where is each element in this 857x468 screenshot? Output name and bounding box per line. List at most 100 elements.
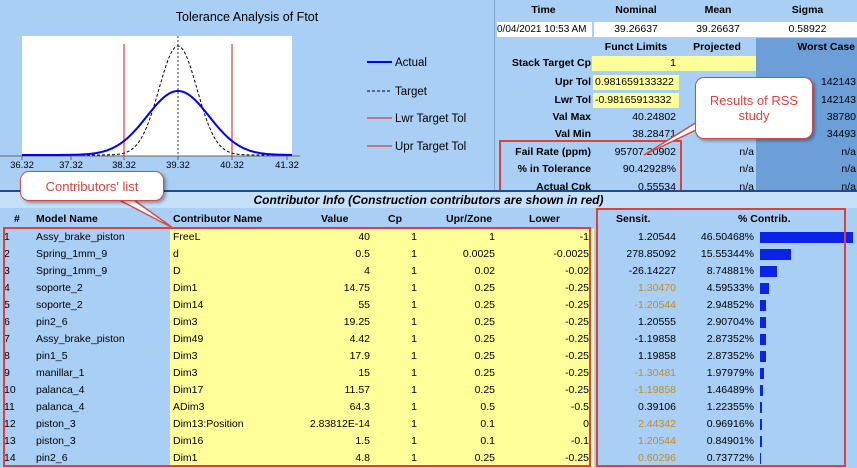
contributor-cp[interactable]: 1 [411,299,417,311]
contributor-lower[interactable]: -0.1 [570,435,589,447]
contributor-value[interactable]: 14.75 [343,282,370,294]
contributor-row[interactable]: 4 soporte_2 Dim1 14.75 1 0.25 -0.25 1.30470 4.59… [0,280,857,297]
contributor-cp[interactable]: 1 [411,350,417,362]
contributor-name[interactable]: d [173,248,179,260]
contributor-upr-zone[interactable]: 0.25 [474,333,495,345]
contributor-value[interactable]: 55 [358,299,370,311]
contributor-upr-zone[interactable]: 0.1 [480,435,495,447]
contributor-lower[interactable]: 0 [583,418,589,430]
contributor-name[interactable]: Dim13:Position [173,418,244,430]
contributor-row[interactable]: 6 pin2_6 Dim3 19.25 1 0.25 -0.25 1.20555 2.90704… [0,314,857,331]
contributor-name[interactable]: Dim3 [173,316,198,328]
contributor-cp[interactable]: 1 [411,452,417,464]
contributor-lower[interactable]: -0.25 [565,299,589,311]
tolerance-chart: Tolerance Analysis of Ftot 36.32 37.32 38.… [0,10,466,171]
funct-limit-value[interactable]: -0.98165913332 [593,93,679,108]
contributor-cp[interactable]: 1 [411,401,417,413]
contributor-lower[interactable]: -0.25 [565,350,589,362]
contributor-row[interactable]: 13 piston_3 Dim16 1.5 1 0.1 -0.1 1.20544 0.84901… [0,433,857,450]
contributor-row[interactable]: 5 soporte_2 Dim14 55 1 0.25 -0.25 -1.20544 2.948… [0,297,857,314]
contributor-upr-zone[interactable]: 1 [489,231,495,243]
contributor-cp[interactable]: 1 [411,333,417,345]
contributor-row[interactable]: 2 Spring_1mm_9 d 0.5 1 0.0025 -0.0025 278.85092… [0,246,857,263]
contributor-value[interactable]: 4.42 [349,333,370,345]
contributor-cp[interactable]: 1 [411,418,417,430]
contributor-name[interactable]: Dim3 [173,367,198,379]
contributor-row[interactable]: 3 Spring_1mm_9 D 4 1 0.02 -0.02 -26.14227 8.7488… [0,263,857,280]
contributor-lower[interactable]: -0.02 [565,265,589,277]
contributor-lower[interactable]: -0.25 [565,367,589,379]
contributor-name[interactable]: Dim49 [173,333,204,345]
contributor-lower[interactable]: -0.5 [570,401,589,413]
contributor-cp[interactable]: 1 [411,265,417,277]
worst-case-value [756,56,857,71]
contributor-value[interactable]: 4 [364,265,370,277]
worst-case-value: 34493 [826,128,856,140]
contributor-lower[interactable]: -0.0025 [553,248,589,260]
contributor-value[interactable]: 4.8 [355,452,370,464]
contributor-value[interactable]: 11.57 [344,384,371,396]
contributor-upr-zone[interactable]: 0.1 [480,418,495,430]
contributor-name[interactable]: Dim1 [173,282,198,294]
time-value: 0/04/2021 10:53 AM [497,22,592,37]
contributor-value[interactable]: 40 [358,231,370,243]
contributor-lower[interactable]: -0.25 [565,452,589,464]
contributor-name[interactable]: Dim17 [173,384,204,396]
contributor-cp[interactable]: 1 [411,435,417,447]
contributor-cp[interactable]: 1 [411,231,417,243]
contributor-upr-zone[interactable]: 0.25 [474,384,495,396]
contributor-upr-zone[interactable]: 0.25 [474,282,495,294]
contributor-lower[interactable]: -0.25 [565,333,589,345]
contributor-cp[interactable]: 1 [411,367,417,379]
contributor-cp[interactable]: 1 [411,316,417,328]
contributor-row[interactable]: 14 pin2_6 Dim1 4.8 1 0.25 -0.25 0.60296 0.73772% [0,450,857,467]
contributor-value[interactable]: 19.25 [343,316,370,328]
contributor-upr-zone[interactable]: 0.25 [474,316,495,328]
contributor-lower[interactable]: -0.25 [565,384,589,396]
contributor-sensitivity: 1.19858 [638,350,676,362]
contributor-upr-zone[interactable]: 0.25 [474,350,495,362]
contributor-lower[interactable]: -0.25 [565,316,589,328]
contributor-row[interactable]: 1 Assy_brake_piston FreeL 40 1 1 -1 1.20544 46.5… [0,229,857,246]
contributor-row[interactable]: 7 Assy_brake_piston Dim49 4.42 1 0.25 -0.25 -1.… [0,331,857,348]
contributor-row[interactable]: 8 pin1_5 Dim3 17.9 1 0.25 -0.25 1.19858 2.87352% [0,348,857,365]
contributor-cp[interactable]: 1 [411,384,417,396]
contributor-value[interactable]: 2.83812E-14 [309,418,370,430]
contributor-name[interactable]: Dim16 [173,435,204,447]
contributor-lower[interactable]: -1 [579,231,589,243]
contributor-value[interactable]: 17.9 [349,350,370,362]
contributor-row[interactable]: 12 piston_3 Dim13:Position 2.83812E-14 1 0.1 0… [0,416,857,433]
row-number: 6 [4,316,10,328]
contributor-row[interactable]: 11 palanca_4 ADim3 64.3 1 0.5 -0.5 0.39106 1.223… [0,399,857,416]
contributor-sensitivity: 278.85092 [626,248,676,260]
contributor-name[interactable]: FreeL [173,231,201,243]
col-header-pct-contrib: % Contrib. [738,213,791,225]
contributor-sensitivity: 0.60296 [638,452,676,464]
contributor-row[interactable]: 10 palanca_4 Dim17 11.57 1 0.25 -0.25 -1.19858 1… [0,382,857,399]
contributor-upr-zone[interactable]: 0.25 [474,452,495,464]
funct-limit-value[interactable]: 0.981659133322 [593,75,679,90]
contributor-value[interactable]: 64.3 [349,401,370,413]
row-number: 9 [4,367,10,379]
contributor-upr-zone[interactable]: 0.02 [474,265,495,277]
contributor-value[interactable]: 1.5 [355,435,370,447]
contributor-lower[interactable]: -0.25 [565,282,589,294]
contributor-upr-zone[interactable]: 0.0025 [462,248,495,260]
contributor-cp[interactable]: 1 [411,248,417,260]
contributor-name[interactable]: D [173,265,181,277]
contributor-name[interactable]: Dim14 [173,299,204,311]
contributor-name[interactable]: Dim3 [173,350,198,362]
contributor-upr-zone[interactable]: 0.25 [474,299,495,311]
contributor-info-title: Contributor Info (Construction contribut… [0,190,857,208]
contribution-bar [760,283,770,294]
model-name: Assy_brake_piston [36,231,125,243]
funct-limit-value[interactable]: 1 [592,56,678,71]
contributor-upr-zone[interactable]: 0.5 [480,401,495,413]
contributor-value[interactable]: 0.5 [355,248,370,260]
contributor-row[interactable]: 9 manillar_1 Dim3 15 1 0.25 -0.25 -1.30481 1.979… [0,365,857,382]
contributor-value[interactable]: 15 [358,367,370,379]
contributor-name[interactable]: ADim3 [173,401,205,413]
contributor-name[interactable]: Dim1 [173,452,198,464]
contributor-upr-zone[interactable]: 0.25 [474,367,495,379]
contributor-cp[interactable]: 1 [411,282,417,294]
